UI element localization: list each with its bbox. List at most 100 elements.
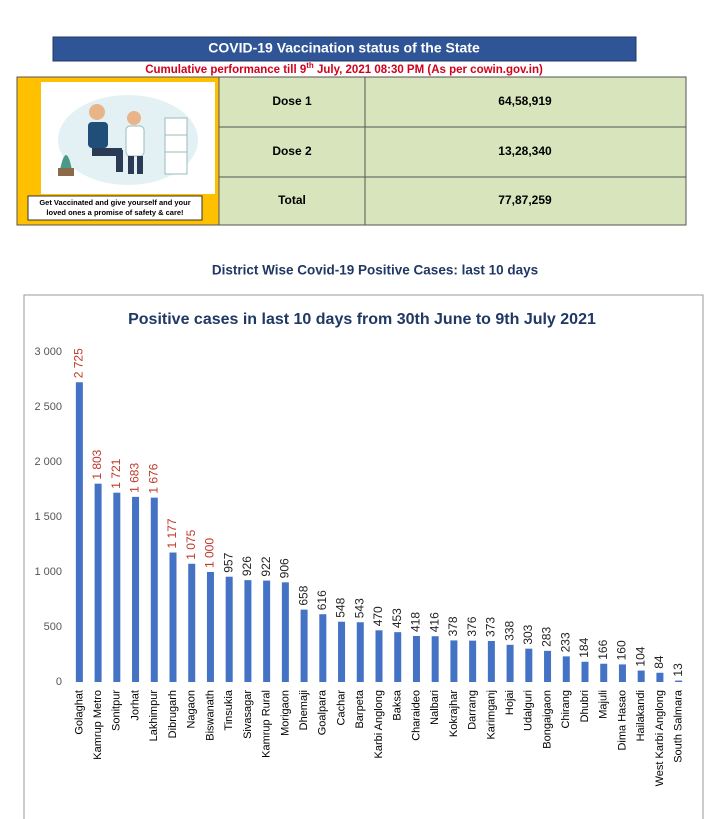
value-label: 378: [446, 616, 460, 636]
y-tick-label: 500: [44, 621, 62, 633]
header-bar: [52, 36, 637, 62]
bar: [244, 580, 252, 682]
x-tick-label: Dhemaji: [298, 690, 310, 730]
value-label: 376: [465, 616, 479, 636]
x-tick-label: Biswanath: [204, 690, 216, 741]
bar: [281, 582, 289, 682]
value-label: 453: [390, 608, 404, 628]
x-tick-label: Nalbari: [429, 690, 441, 725]
x-tick-label: Hojai: [504, 690, 516, 715]
bar: [544, 650, 552, 682]
table-value: 77,87,259: [498, 193, 552, 207]
value-label: 338: [502, 620, 516, 640]
value-label: 283: [540, 627, 554, 647]
y-tick-label: 2 000: [34, 456, 62, 468]
value-label: 1 721: [109, 458, 123, 488]
x-tick-label: Tinsukia: [223, 689, 235, 730]
table-cell: [218, 126, 366, 178]
bar: [206, 572, 214, 682]
bar: [600, 663, 608, 682]
bar: [506, 644, 514, 682]
x-tick-label: West Karbi Anglong: [654, 690, 666, 786]
chart-title: Positive cases in last 10 days from 30th…: [128, 311, 596, 328]
x-tick-label: Golaghat: [73, 690, 85, 735]
plot-area: 0 500 1 000 1 500 2 000 2 500 3 000 Golaghat 2 7…: [34, 346, 684, 787]
bar: [356, 622, 364, 682]
value-label: 303: [521, 624, 535, 644]
bar: [469, 640, 477, 682]
table-value: 64,58,919: [498, 94, 552, 108]
bar: [225, 576, 233, 682]
bar: [188, 563, 196, 682]
bar: [338, 621, 346, 682]
x-tick-label: Kokrajhar: [448, 690, 460, 737]
value-label: 548: [334, 597, 348, 617]
header-subtitle: Cumulative performance till 9th July, 20…: [145, 61, 543, 76]
x-tick-label: Jorhat: [129, 690, 141, 721]
bar: [581, 661, 589, 682]
x-tick-label: South Salmara: [673, 689, 685, 763]
x-tick-label: Darrang: [467, 690, 479, 730]
value-label: 1 000: [203, 538, 217, 568]
bar: [300, 609, 308, 682]
value-label: 926: [240, 556, 254, 576]
x-tick-label: Lakhimpur: [148, 690, 160, 742]
x-tick-label: Chirang: [560, 690, 572, 729]
value-label: 84: [652, 655, 666, 669]
bar: [319, 614, 327, 682]
bar: [450, 640, 458, 682]
illustration-art: [58, 95, 198, 185]
value-label: 1 177: [165, 518, 179, 548]
caption-box: [27, 195, 203, 221]
bar: [263, 580, 271, 682]
value-label: 922: [259, 556, 273, 576]
x-tick-label: Kamrup Rural: [261, 690, 273, 758]
y-tick-label: 1 000: [34, 566, 62, 578]
section-title: District Wise Covid-19 Positive Cases: l…: [212, 263, 538, 278]
x-tick-label: Majuli: [598, 690, 610, 719]
x-tick-label: Dima Hasao: [616, 690, 628, 751]
x-tick-label: Morigaon: [279, 690, 291, 736]
x-tick-label: Baksa: [392, 689, 404, 720]
bar: [637, 670, 645, 682]
value-label: 2 725: [72, 348, 86, 378]
x-tick-label: Dhubri: [579, 690, 591, 722]
header-title: COVID-19 Vaccination status of the State: [208, 40, 480, 56]
value-label: 160: [615, 640, 629, 660]
x-tick-label: Cachar: [335, 690, 347, 726]
subtitle-part: Cumulative performance till 9: [145, 64, 306, 76]
table-label: Total: [278, 193, 306, 207]
table-cell: [364, 176, 687, 226]
bar: [75, 382, 83, 682]
value-label: 1 075: [184, 529, 198, 559]
x-tick-label: Sivasagar: [242, 690, 254, 739]
value-label: 166: [596, 639, 610, 659]
x-tick-label: Goalpara: [317, 689, 329, 735]
value-label: 184: [577, 637, 591, 657]
y-tick-label: 1 500: [34, 511, 62, 523]
value-label: 13: [671, 663, 685, 677]
chart-frame: [23, 294, 704, 819]
table-cell: [364, 76, 687, 128]
bar: [487, 640, 495, 682]
value-label: 1 676: [146, 463, 160, 493]
value-label: 1 683: [128, 463, 142, 493]
bar: [525, 648, 533, 682]
caption-line: Get Vaccinated and give yourself and you…: [39, 198, 190, 207]
bar: [412, 636, 420, 682]
value-label: 658: [296, 585, 310, 605]
bar: [150, 497, 158, 682]
bar: [431, 636, 439, 682]
value-label: 906: [278, 558, 292, 578]
value-label: 104: [633, 646, 647, 666]
bar: [375, 630, 383, 682]
x-tick-label: Karbi Anglong: [373, 690, 385, 759]
bar: [562, 656, 570, 682]
table-value: 13,28,340: [498, 144, 552, 158]
x-tick-label: Kamrup Metro: [92, 690, 104, 760]
value-label: 616: [315, 590, 329, 610]
value-label: 416: [427, 612, 441, 632]
x-tick-label: Dibrugarh: [167, 690, 179, 738]
